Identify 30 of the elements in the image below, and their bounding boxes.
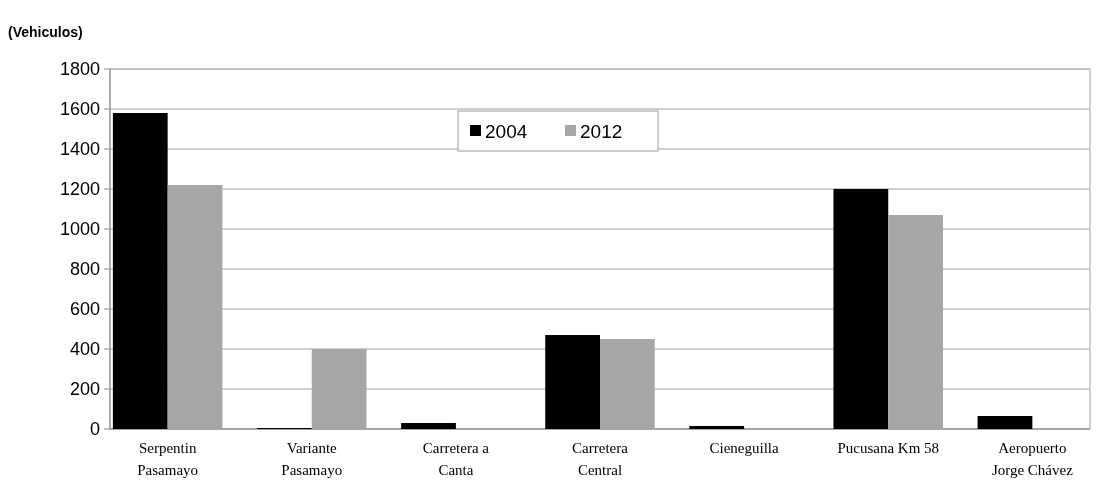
legend-label: 2012 <box>580 120 623 142</box>
bar <box>401 423 456 429</box>
x-tick-label: Variante Pasamayo <box>281 440 343 478</box>
bar <box>167 185 223 429</box>
bar <box>977 416 1033 429</box>
y-tick-label: 200 <box>69 379 100 400</box>
x-tick-label: Pucusana Km 58 <box>837 440 940 456</box>
y-tick-label: 800 <box>69 259 100 280</box>
bar <box>689 426 745 429</box>
y-tick-label: 1200 <box>59 179 100 200</box>
y-tick-label: 1600 <box>59 99 100 120</box>
bar <box>600 339 655 429</box>
bar <box>112 113 168 429</box>
legend-label: 2004 <box>485 120 528 142</box>
bar <box>545 335 600 429</box>
bar <box>833 189 889 429</box>
x-tick-label: Cieneguilla <box>709 440 780 456</box>
y-tick-label: 1000 <box>59 219 100 240</box>
x-tick-label: Carretera a Canta <box>422 440 490 478</box>
x-tick-label: Serpentin Pasamayo <box>137 440 199 478</box>
x-tick-label: Aeropuerto Jorge Chávez <box>991 440 1074 478</box>
y-axis-title: (Vehiculos) <box>8 24 83 40</box>
bar <box>888 215 943 429</box>
bar <box>311 349 367 429</box>
y-tick-label: 1800 <box>59 59 100 80</box>
y-tick-label: 600 <box>69 299 100 320</box>
y-tick-label: 400 <box>69 339 100 360</box>
y-tick-label: 0 <box>89 419 100 440</box>
x-tick-label: Carretera Central <box>572 440 629 478</box>
y-tick-label: 1400 <box>59 139 100 160</box>
